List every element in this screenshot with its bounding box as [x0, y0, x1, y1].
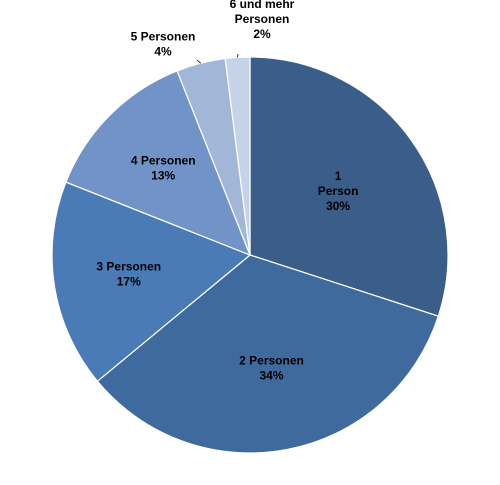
- slice-category-label: 2 Personen: [239, 353, 304, 367]
- slice-value-label: 30%: [326, 199, 350, 213]
- slice-value-label: 2%: [253, 27, 271, 41]
- slice-category-label: Person: [318, 184, 359, 198]
- slice-value-label: 34%: [260, 368, 284, 382]
- slice-category-label: 6 und mehr: [230, 0, 295, 11]
- slice-value-label: 4%: [154, 45, 172, 59]
- slice-label-4: 4 Personen 13%: [131, 154, 196, 183]
- leader-line-5: [196, 59, 202, 64]
- pie-slice-1: [249, 56, 449, 317]
- slice-category-label: 4 Personen: [131, 154, 196, 168]
- slice-value-label: 13%: [151, 169, 175, 183]
- slice-category-label: 5 Personen: [131, 30, 196, 44]
- pie-leader-lines: [196, 53, 239, 64]
- slice-category-label: 1: [335, 169, 342, 183]
- pie-labels: 1 Person 30% 2 Personen 34% 3 Personen 17% 4 Pe…: [96, 0, 358, 382]
- slice-category-label: 3 Personen: [96, 260, 161, 274]
- pie-slice-3: [51, 181, 252, 383]
- slice-category-label: Personen: [235, 12, 290, 26]
- slice-label-2: 2 Personen 34%: [239, 353, 304, 382]
- slice-label-5: 5 Personen 4%: [131, 30, 196, 59]
- slice-label-3: 3 Personen 17%: [96, 260, 161, 289]
- pie-slice-6: [224, 56, 251, 256]
- pie-slice-4: [65, 70, 252, 257]
- pie-slices: [51, 56, 449, 454]
- slice-value-label: 17%: [117, 275, 141, 289]
- pie-slice-2: [96, 254, 440, 454]
- slice-label-6: 6 und mehr Personen 2%: [230, 0, 295, 41]
- slice-label-1: 1 Person 30%: [318, 169, 359, 213]
